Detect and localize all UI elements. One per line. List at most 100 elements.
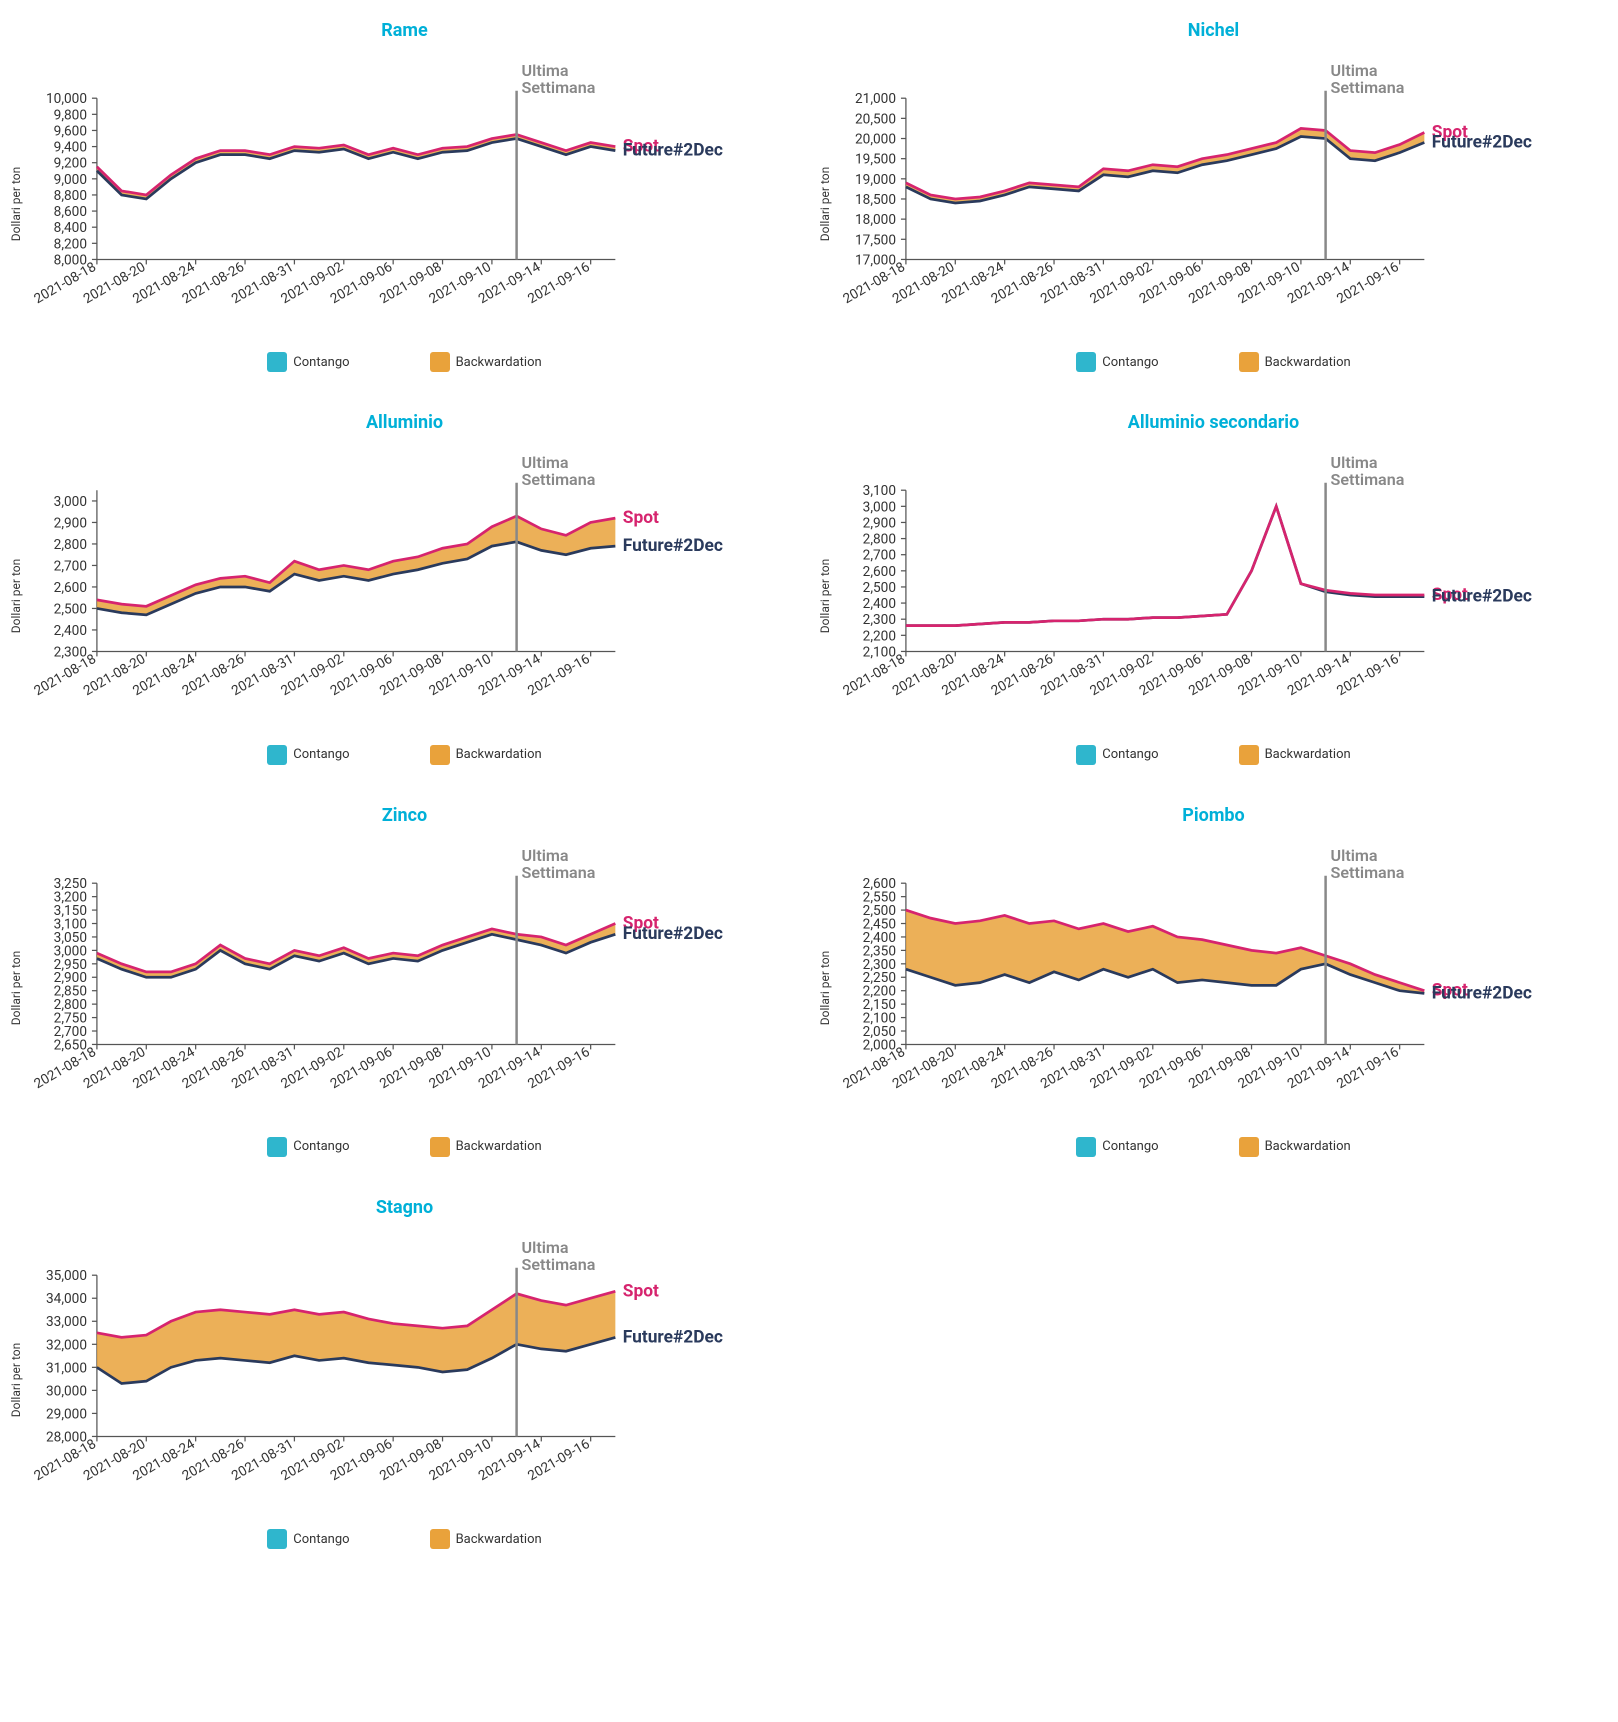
legend-contango: Contango [1076,352,1158,372]
chart-svg: 2,0002,0502,1002,1502,2002,2502,3002,350… [829,846,1598,1131]
legend-contango: Contango [267,352,349,372]
y-tick-label: 35,000 [46,1268,87,1284]
legend-row: Contango Backwardation [1076,1137,1350,1157]
chart-cell-stagno: Stagno Dollari per ton 28,00029,00030,00… [20,1197,789,1549]
annotation-text: Ultima [1331,453,1378,472]
legend-contango-label: Contango [293,1139,349,1154]
y-tick-label: 8,800 [54,188,87,204]
y-axis-label: Dollari per ton [9,1343,23,1417]
contango-swatch [267,1529,287,1549]
y-tick-label: 2,700 [863,548,896,564]
y-tick-label: 2,600 [863,564,896,580]
legend-row: Contango Backwardation [267,352,541,372]
y-tick-label: 30,000 [46,1383,87,1399]
contango-swatch [267,1137,287,1157]
y-axis-label: Dollari per ton [818,951,832,1025]
y-tick-label: 20,500 [855,111,896,127]
y-tick-label: 9,600 [54,123,87,139]
annotation-text: Settimana [1331,78,1405,97]
backwardation-swatch [1239,1137,1259,1157]
y-tick-label: 8,600 [54,204,87,220]
future-series-label: Future#2Dec [623,141,723,161]
legend-contango: Contango [1076,1137,1158,1157]
y-tick-label: 9,000 [54,172,87,188]
y-tick-label: 2,600 [54,580,87,596]
chart-svg: 8,0008,2008,4008,6008,8009,0009,2009,400… [20,61,789,346]
annotation-text: Settimana [522,78,596,97]
legend-row: Contango Backwardation [267,745,541,765]
y-axis-label: Dollari per ton [9,951,23,1025]
chart-cell-rame: Rame Dollari per ton 8,0008,2008,4008,60… [20,20,789,372]
future-series-label: Future#2Dec [1432,983,1532,1003]
annotation-text: Settimana [522,471,596,490]
legend-backwardation: Backwardation [430,1529,542,1549]
y-tick-label: 2,300 [863,612,896,628]
chart-svg: 2,3002,4002,5002,6002,7002,8002,9003,000… [20,453,789,738]
legend-backwardation-label: Backwardation [456,1139,542,1154]
legend-backwardation-label: Backwardation [456,355,542,370]
legend-contango: Contango [267,745,349,765]
legend-contango-label: Contango [1102,747,1158,762]
chart-cell-zinco: Zinco Dollari per ton 2,6502,7002,7502,8… [20,805,789,1157]
y-tick-label: 34,000 [46,1291,87,1307]
chart-cell-alluminio-sec: Alluminio secondario Dollari per ton 2,1… [829,412,1598,764]
y-tick-label: 8,400 [54,220,87,236]
fill-area [97,923,615,977]
annotation-text: Ultima [1331,61,1378,80]
chart-cell-nichel: Nichel Dollari per ton 17,00017,50018,00… [829,20,1598,372]
fill-area [97,1291,615,1383]
legend-contango-label: Contango [1102,1139,1158,1154]
chart-wrap: Dollari per ton 28,00029,00030,00031,000… [20,1238,789,1523]
y-tick-label: 2,500 [863,580,896,596]
y-axis-label: Dollari per ton [9,559,23,633]
legend-backwardation: Backwardation [1239,352,1351,372]
backwardation-swatch [1239,352,1259,372]
legend-backwardation-label: Backwardation [456,1532,542,1547]
y-tick-label: 9,800 [54,107,87,123]
annotation-text: Ultima [522,61,569,80]
backwardation-swatch [430,1529,450,1549]
annotation-text: Settimana [522,1255,596,1274]
y-tick-label: 2,500 [54,602,87,618]
spot-series-label: Spot [623,1281,659,1301]
chart-wrap: Dollari per ton 8,0008,2008,4008,6008,80… [20,61,789,346]
chart-svg: 2,6502,7002,7502,8002,8502,9002,9503,000… [20,846,789,1131]
chart-wrap: Dollari per ton 2,3002,4002,5002,6002,70… [20,453,789,738]
chart-cell-alluminio: Alluminio Dollari per ton 2,3002,4002,50… [20,412,789,764]
legend-contango-label: Contango [293,1532,349,1547]
legend-contango-label: Contango [1102,355,1158,370]
y-tick-label: 18,000 [855,212,896,228]
future-series-label: Future#2Dec [623,924,723,944]
y-axis-label: Dollari per ton [818,166,832,240]
y-tick-label: 2,200 [863,629,896,645]
chart-svg: 2,1002,2002,3002,4002,5002,6002,7002,800… [829,453,1598,738]
legend-backwardation-label: Backwardation [1265,355,1351,370]
chart-title: Alluminio secondario [1128,412,1299,433]
y-tick-label: 29,000 [46,1406,87,1422]
legend-row: Contango Backwardation [1076,352,1350,372]
legend-row: Contango Backwardation [267,1137,541,1157]
chart-svg: 17,00017,50018,00018,50019,00019,50020,0… [829,61,1598,346]
y-tick-label: 8,200 [54,236,87,252]
y-tick-label: 19,500 [855,152,896,168]
chart-title: Nichel [1188,20,1239,41]
legend-backwardation: Backwardation [430,745,542,765]
contango-swatch [1076,1137,1096,1157]
chart-title: Zinco [382,805,427,826]
contango-swatch [1076,745,1096,765]
legend-backwardation: Backwardation [430,352,542,372]
chart-wrap: Dollari per ton 2,0002,0502,1002,1502,20… [829,846,1598,1131]
annotation-text: Ultima [522,846,569,865]
y-tick-label: 2,400 [863,596,896,612]
legend-contango: Contango [267,1137,349,1157]
backwardation-swatch [430,745,450,765]
y-tick-label: 10,000 [46,91,87,107]
y-tick-label: 20,000 [855,131,896,147]
future-series-label: Future#2Dec [1432,133,1532,153]
y-tick-label: 2,600 [863,876,896,892]
chart-title: Alluminio [366,412,443,433]
y-tick-label: 32,000 [46,1337,87,1353]
legend-backwardation-label: Backwardation [1265,1139,1351,1154]
legend-backwardation-label: Backwardation [456,747,542,762]
backwardation-swatch [430,1137,450,1157]
